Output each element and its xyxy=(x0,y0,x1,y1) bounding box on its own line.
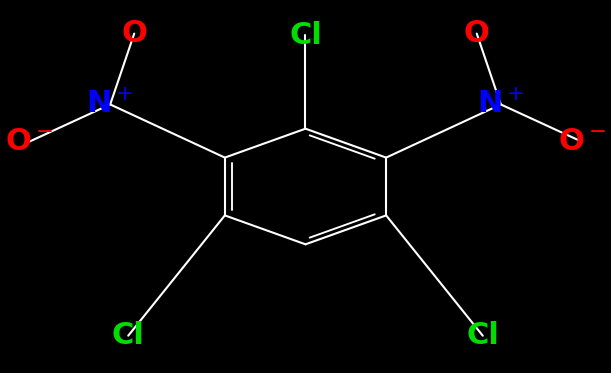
Text: N$^+$: N$^+$ xyxy=(86,90,134,119)
Text: Cl: Cl xyxy=(289,21,322,50)
Text: N$^+$: N$^+$ xyxy=(477,90,525,119)
Text: O: O xyxy=(122,19,147,48)
Text: Cl: Cl xyxy=(466,321,499,350)
Text: O$^-$: O$^-$ xyxy=(558,127,606,156)
Text: O$^-$: O$^-$ xyxy=(5,127,53,156)
Text: Cl: Cl xyxy=(112,321,145,350)
Text: O: O xyxy=(464,19,489,48)
